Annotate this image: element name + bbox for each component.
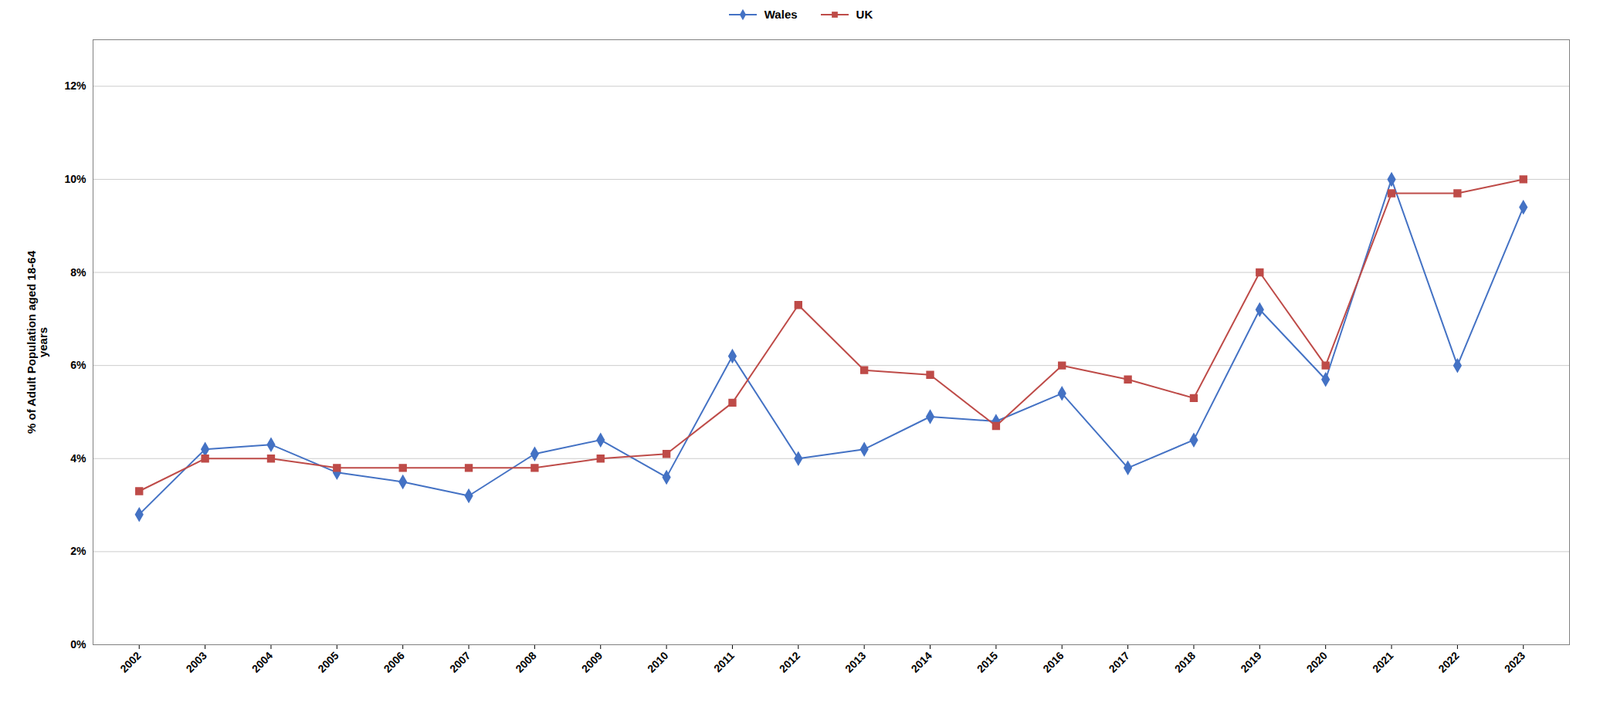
svg-text:6%: 6%: [70, 359, 87, 372]
svg-text:2004: 2004: [249, 649, 275, 675]
svg-text:4%: 4%: [70, 452, 87, 465]
html-text:UK: UK: [856, 7, 873, 21]
svg-text:2007: 2007: [447, 649, 473, 675]
svg-text:% of Adult Population aged 18-: % of Adult Population aged 18-64years: [24, 250, 50, 434]
svg-text:2008: 2008: [512, 649, 539, 675]
svg-text:12%: 12%: [64, 79, 87, 92]
svg-text:2013: 2013: [842, 649, 868, 675]
svg-text:2022: 2022: [1435, 649, 1462, 675]
svg-text:2012: 2012: [776, 649, 803, 675]
svg-text:2021: 2021: [1369, 649, 1396, 675]
svg-text:2005: 2005: [315, 649, 341, 675]
svg-text:2002: 2002: [117, 649, 143, 675]
svg-text:2020: 2020: [1304, 649, 1330, 675]
svg-text:2011: 2011: [711, 649, 737, 675]
svg-text:2019: 2019: [1237, 649, 1264, 675]
svg-text:2015: 2015: [974, 649, 1000, 675]
svg-text:2023: 2023: [1501, 649, 1528, 675]
svg-text:2017: 2017: [1106, 649, 1133, 675]
svg-text:2016: 2016: [1040, 649, 1066, 675]
svg-text:2010: 2010: [644, 649, 671, 675]
svg-text:2009: 2009: [579, 649, 605, 675]
svg-text:2003: 2003: [183, 649, 210, 675]
svg-text:2006: 2006: [381, 649, 407, 675]
svg-text:2014: 2014: [908, 649, 934, 675]
svg-text:0%: 0%: [70, 638, 87, 651]
svg-text:8%: 8%: [70, 266, 87, 279]
svg-text:2%: 2%: [70, 545, 87, 558]
html-text:Wales: Wales: [764, 7, 798, 21]
svg-text:10%: 10%: [64, 172, 87, 186]
svg-text:2018: 2018: [1172, 649, 1198, 675]
